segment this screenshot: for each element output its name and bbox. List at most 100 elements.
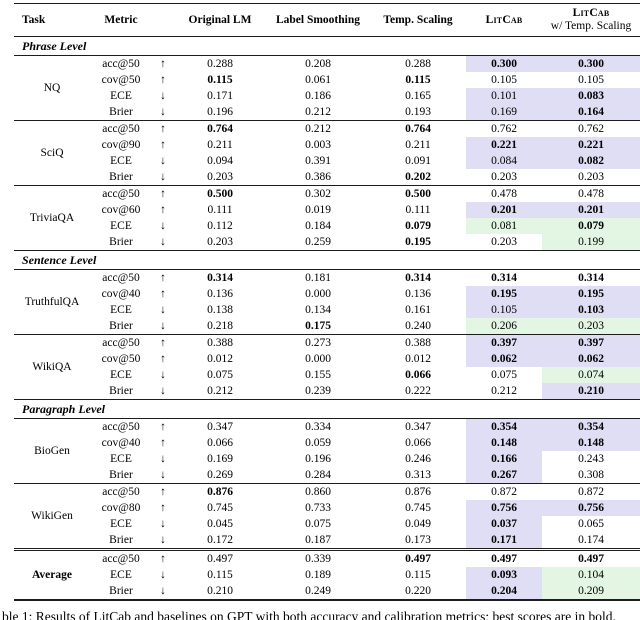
table-row: Brier ↓ 0.212 0.239 0.222 0.212 0.210	[14, 383, 640, 400]
cell-value: 0.171	[207, 89, 233, 102]
cell-value: 0.497	[578, 552, 604, 565]
cell-value: 0.174	[578, 533, 604, 546]
cell-value: 0.221	[466, 137, 542, 153]
metric-label: cov@50	[101, 352, 141, 365]
table-row: cov@80 ↑ 0.745 0.733 0.745 0.756 0.756	[14, 500, 640, 516]
cell-value: 0.764	[405, 122, 431, 135]
cell-value: 0.003	[305, 138, 331, 151]
section-header-row: Phrase Level	[14, 36, 640, 56]
cell-value: 0.171	[466, 532, 542, 549]
litcab-wordmark: LitCab	[572, 7, 610, 19]
cell-value: 0.186	[305, 89, 331, 102]
cell-value: 0.240	[405, 319, 431, 332]
table-header: Task Metric Original LM Label Smoothing …	[14, 3, 640, 37]
cell-value: 0.212	[305, 105, 331, 118]
cell-value: 0.148	[542, 435, 640, 451]
cell-value: 0.094	[207, 154, 233, 167]
cell-value: 0.195	[466, 286, 542, 302]
section-label: Phrase Level	[14, 36, 640, 56]
metric-label: acc@50	[102, 552, 140, 565]
up-arrow-icon: ↑	[160, 203, 166, 216]
cell-value: 0.745	[405, 501, 431, 514]
cell-value: 0.347	[207, 420, 233, 433]
cell-value: 0.203	[542, 318, 640, 335]
table-row: cov@50 ↑ 0.115 0.061 0.115 0.105 0.105	[14, 72, 640, 88]
cell-value: 0.273	[305, 336, 331, 349]
cell-value: 0.210	[542, 383, 640, 400]
task-group: WikiGen acc@50 ↑ 0.876 0.860 0.876 0.872 0.872 c…	[14, 483, 640, 549]
cell-value: 0.497	[491, 552, 517, 565]
cell-value: 0.478	[578, 187, 604, 200]
cell-value: 0.136	[405, 287, 431, 300]
cell-value: 0.166	[466, 451, 542, 467]
cell-value: 0.155	[305, 368, 331, 381]
up-arrow-icon: ↑	[160, 122, 166, 135]
double-rule-row	[14, 548, 640, 551]
double-rule-cell	[14, 548, 640, 551]
cell-value: 0.314	[405, 271, 431, 284]
cell-value: 0.249	[305, 584, 331, 597]
table-row: BioGen acc@50 ↑ 0.347 0.334 0.347 0.354 0.354	[14, 418, 640, 457]
cell-value: 0.045	[207, 517, 233, 530]
table-row: Brier ↓ 0.269 0.284 0.313 0.267 0.308	[14, 467, 640, 484]
cell-value: 0.169	[466, 104, 542, 121]
task-group: BioGen acc@50 ↑ 0.347 0.334 0.347 0.354 0.354 co…	[14, 418, 640, 484]
metric-label: Brier	[109, 533, 133, 546]
table-caption: ble 1: Results of LitCab and baselines o…	[2, 609, 616, 620]
cell-value: 0.388	[207, 336, 233, 349]
cell-value: 0.313	[405, 468, 431, 481]
metric-label: Brier	[109, 235, 133, 248]
cell-value: 0.314	[491, 271, 517, 284]
metric-label: Brier	[109, 468, 133, 481]
cell-value: 0.187	[305, 533, 331, 546]
cell-value: 0.239	[305, 384, 331, 397]
double-rule	[14, 548, 640, 551]
cell-value: 0.061	[305, 73, 331, 86]
cell-value: 0.204	[466, 583, 542, 600]
cell-value: 0.500	[405, 187, 431, 200]
task-label: TruthfulQA	[24, 295, 80, 308]
metric-label: cov@60	[101, 203, 141, 216]
cell-value: 0.066	[207, 436, 233, 449]
cell-value: 0.733	[305, 501, 331, 514]
cell-value: 0.745	[207, 501, 233, 514]
cell-value: 0.172	[207, 533, 233, 546]
down-arrow-icon: ↓	[160, 517, 166, 530]
cell-value: 0.212	[207, 384, 233, 397]
metric-label: ECE	[110, 452, 132, 465]
metric-label: ECE	[110, 517, 132, 530]
cell-value: 0.161	[405, 303, 431, 316]
cell-value: 0.000	[305, 287, 331, 300]
table-row: cov@90 ↑ 0.211 0.003 0.211 0.221 0.221	[14, 137, 640, 153]
metric-label: Brier	[109, 584, 133, 597]
cell-value: 0.165	[405, 89, 431, 102]
task-group: NQ acc@50 ↑ 0.288 0.208 0.288 0.300 0.300 cov@50…	[14, 55, 640, 121]
task-group: Average acc@50 ↑ 0.497 0.339 0.497 0.497 0.497 E…	[14, 550, 640, 600]
down-arrow-icon: ↓	[160, 235, 166, 248]
cell-value: 0.211	[207, 138, 233, 151]
task-label: Average	[31, 568, 72, 581]
cell-value: 0.222	[405, 384, 431, 397]
cell-value: 0.093	[466, 567, 542, 583]
metric-label: cov@50	[101, 73, 141, 86]
metric-label: ECE	[110, 89, 132, 102]
table-row: cov@40 ↑ 0.066 0.059 0.066 0.148 0.148	[14, 435, 640, 451]
cell-value: 0.134	[305, 303, 331, 316]
cell-value: 0.103	[542, 302, 640, 318]
cell-value: 0.115	[207, 568, 233, 581]
task-label: WikiGen	[31, 509, 73, 522]
cell-value: 0.388	[405, 336, 431, 349]
cell-value: 0.308	[578, 468, 604, 481]
up-arrow-icon: ↑	[160, 352, 166, 365]
cell-value: 0.269	[207, 468, 233, 481]
table-row: Brier ↓ 0.210 0.249 0.220 0.204 0.209	[14, 583, 640, 600]
cell-value: 0.288	[405, 57, 431, 70]
up-arrow-icon: ↑	[160, 552, 166, 565]
down-arrow-icon: ↓	[160, 105, 166, 118]
cell-value: 0.756	[466, 500, 542, 516]
table-row: Brier ↓ 0.203 0.386 0.202 0.203 0.203	[14, 169, 640, 186]
cell-value: 0.115	[405, 73, 431, 86]
metric-label: Brier	[109, 170, 133, 183]
cell-value: 0.203	[491, 235, 517, 248]
metric-label: Brier	[109, 319, 133, 332]
